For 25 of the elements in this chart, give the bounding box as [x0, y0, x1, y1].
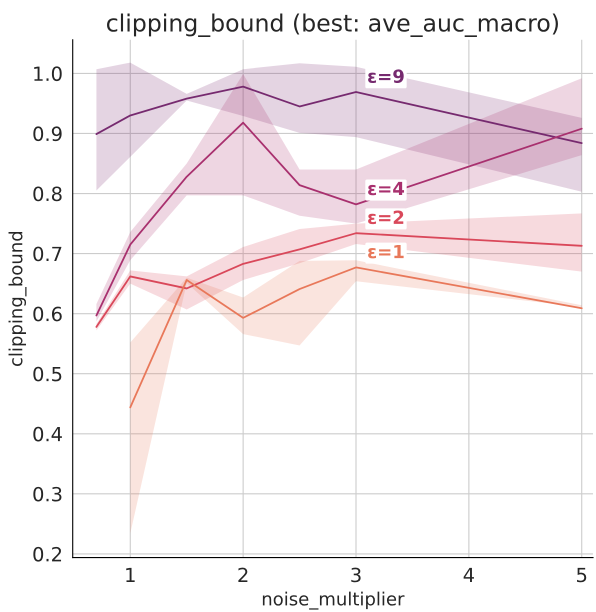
series-label: ε=2	[368, 210, 404, 224]
y-tick-label: 0.3	[33, 486, 62, 502]
y-tick-label: 0.9	[33, 126, 62, 142]
series-label: ε=9	[368, 69, 404, 83]
y-tick-label: 0.4	[33, 426, 62, 442]
y-tick-label: 1.0	[34, 66, 62, 82]
series-label: ε=1	[368, 244, 404, 258]
line-series	[129, 266, 583, 408]
y-tick-label: 0.2	[33, 546, 62, 562]
line-series	[96, 86, 583, 144]
y-tick-label: 0.7	[33, 246, 62, 262]
y-tick-label: 0.5	[33, 366, 62, 382]
y-tick-label: 0.6	[33, 306, 62, 322]
line-series	[96, 122, 583, 316]
x-tick-label: 1	[126, 568, 135, 582]
series-label: ε=4	[368, 182, 404, 196]
chart-title: clipping_bound (best: ave_auc_macro)	[107, 14, 558, 38]
x-tick-label: 3	[351, 568, 361, 582]
x-axis-title: noise_multiplier	[262, 592, 404, 610]
y-tick-label: 0.8	[33, 186, 62, 202]
x-tick-label: 2	[238, 568, 248, 582]
line-series	[96, 232, 583, 328]
x-tick-label: 5	[577, 568, 586, 582]
y-axis-title: clipping_bound	[8, 232, 27, 366]
x-tick-label: 4	[464, 568, 474, 582]
